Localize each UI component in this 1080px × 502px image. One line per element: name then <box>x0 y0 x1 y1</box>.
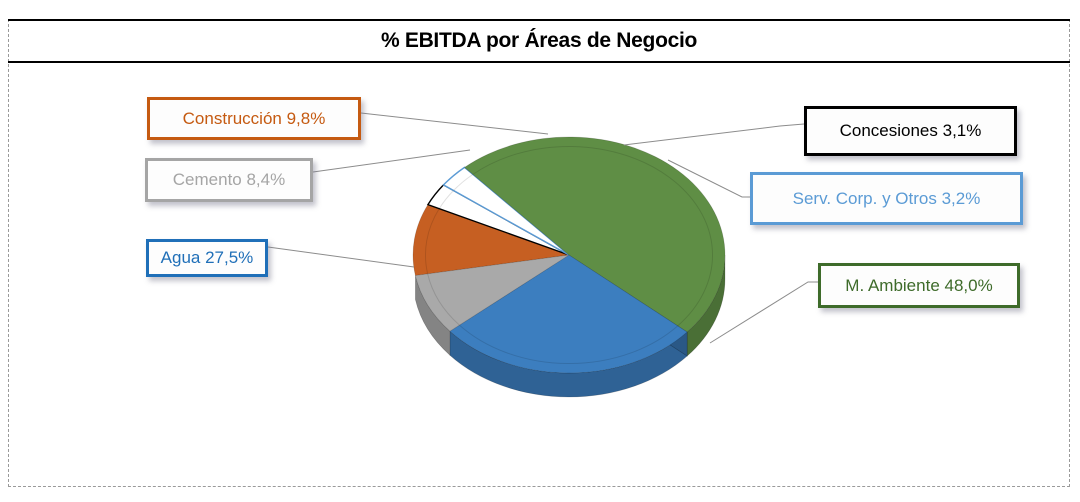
label-construccion: Construcción 9,8% <box>147 97 361 140</box>
chart-frame <box>8 19 1070 487</box>
pie-slice-agua <box>449 254 688 374</box>
leader-line <box>360 112 549 135</box>
label-m-ambiente: M. Ambiente 48,0% <box>818 263 1020 308</box>
pie-slice-m-ambiente <box>463 136 726 333</box>
label-serv-corp-otros: Serv. Corp. y Otros 3,2% <box>750 172 1023 225</box>
leader-line <box>709 281 818 344</box>
leader-line <box>312 149 471 173</box>
leader-line <box>623 123 805 146</box>
leader-line <box>267 246 415 268</box>
chart-title: % EBITDA por Áreas de Negocio <box>380 29 698 52</box>
chart-title-bar: % EBITDA por Áreas de Negocio <box>8 19 1070 63</box>
label-concesiones: Concesiones 3,1% <box>804 106 1017 156</box>
label-cemento: Cemento 8,4% <box>145 158 313 202</box>
leader-line <box>667 159 750 198</box>
label-agua: Agua 27,5% <box>146 239 268 277</box>
pie-slice-serv-corp-y-otros <box>442 166 570 256</box>
pie-slice-cemento <box>414 254 570 332</box>
pie-slice-construcci-n <box>412 204 570 276</box>
